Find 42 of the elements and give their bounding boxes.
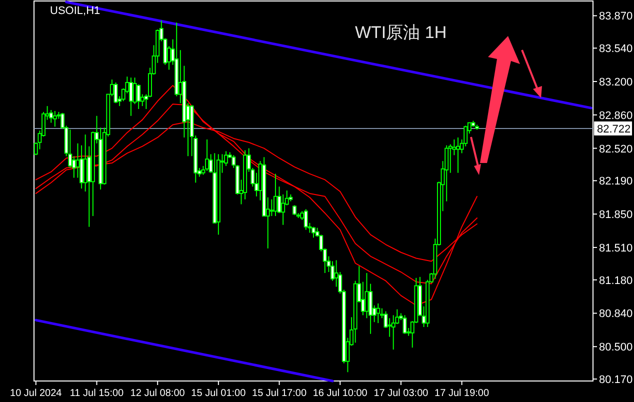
candlestick — [456, 136, 460, 174]
candlestick — [281, 194, 286, 226]
x-tick-label: 15 Jul 17:00 — [252, 388, 307, 399]
x-tick-label: 12 Jul 08:00 — [130, 388, 186, 399]
line-series — [35, 84, 478, 306]
x-tick-label: 11 Jul 15:00 — [70, 388, 124, 399]
candlestick — [205, 138, 210, 172]
x-tick-label: 16 Jul 10:00 — [312, 388, 368, 399]
ref-line-label: 82.722 — [597, 123, 631, 136]
chart-subtitle: USOIL,H1 — [50, 5, 100, 17]
candlestick — [376, 302, 380, 324]
candlestick — [304, 208, 308, 230]
candlestick — [388, 318, 392, 338]
x-tick-label: 17 Jul 19:00 — [434, 388, 490, 399]
y-tick-label: 82.520 — [599, 143, 633, 156]
y-tick-label: 81.180 — [599, 274, 633, 287]
candlestick — [270, 198, 274, 217]
candlestick — [128, 77, 133, 116]
candlestick — [114, 82, 118, 104]
candlestick — [402, 314, 407, 334]
candlestick — [364, 272, 369, 319]
candlestick — [273, 173, 278, 217]
y-tick-label: 82.190 — [599, 176, 633, 188]
y-tick-label: 80.170 — [599, 374, 633, 386]
candlestick — [49, 109, 54, 124]
candlestick — [80, 144, 84, 190]
x-tick-label: 15 Jul 01:00 — [191, 388, 246, 399]
candlestick — [312, 226, 316, 238]
y-tick-label: 80.500 — [599, 342, 633, 354]
y-tick-label: 83.200 — [599, 76, 633, 89]
y-tick-label: 81.850 — [599, 209, 633, 222]
x-tick-label: 10 Jul 2024 — [10, 388, 62, 399]
x-tick-label: 17 Jul 03:00 — [374, 388, 429, 399]
y-tick-label: 83.540 — [599, 43, 633, 56]
y-tick-label: 80.840 — [599, 308, 633, 320]
text: WTI原油 1H — [355, 23, 447, 42]
y-tick-label: 83.870 — [599, 10, 633, 23]
candlestick — [52, 110, 57, 128]
candlestick — [136, 84, 141, 110]
y-tick-label: 82.860 — [599, 110, 633, 122]
candlestick — [292, 204, 296, 216]
y-tick-label: 81.510 — [599, 242, 633, 254]
